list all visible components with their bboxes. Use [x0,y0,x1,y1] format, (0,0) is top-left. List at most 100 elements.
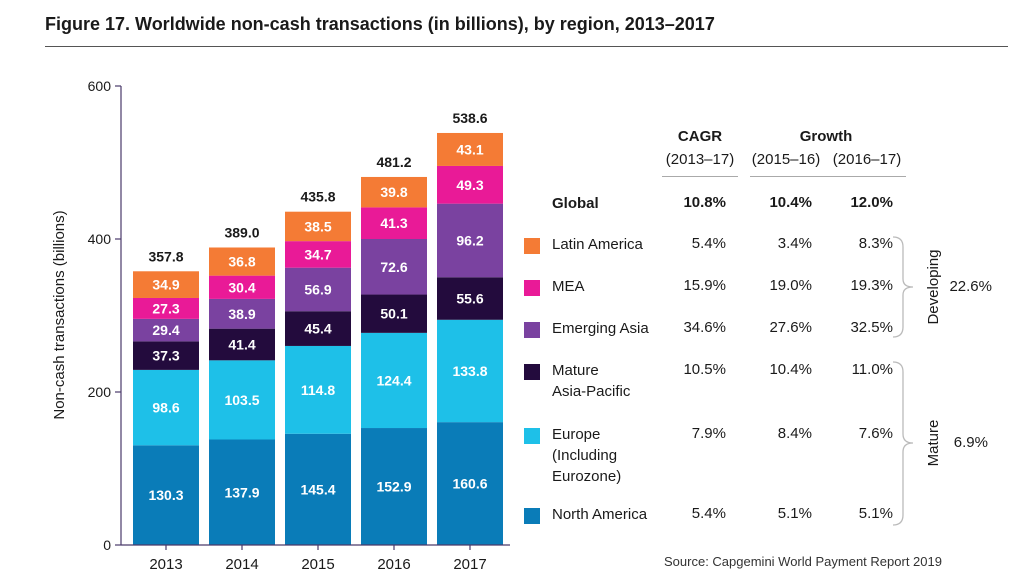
bar-segment [361,428,427,545]
bar-value-label: 34.7 [304,246,331,262]
row-g1-value: 3.4% [777,235,812,252]
bar-total-label: 389.0 [224,224,259,240]
cagr-period: (2013–17) [665,151,735,168]
bar-segment [285,267,351,312]
legend-swatch [524,280,540,296]
bar-value-label: 30.4 [228,279,255,295]
bar-value-label: 133.8 [452,363,487,379]
bars-group: 130.3 98.6 37.3 29.4 27.3 34.9 357.8 137.9 103.5… [133,110,503,545]
row-label: MEA [552,276,585,297]
bar-segment [285,241,351,268]
x-tick-label: 2013 [149,556,182,573]
row-label-line: Eurozone) [552,468,622,485]
row-g2-value: 19.3% [850,277,893,294]
developing-bracket [892,236,914,338]
bar-segment [209,247,275,276]
x-tick-label: 2015 [301,556,334,573]
row-g2-value: 32.5% [850,319,893,336]
bar-value-label: 38.9 [228,306,255,322]
row-label: Mature Asia-Pacific [552,360,630,402]
row-g1-value: 5.1% [777,505,812,522]
bar-value-label: 49.3 [456,177,483,193]
legend-swatch [524,364,540,380]
row-cagr-value: 5.4% [691,235,726,252]
row-label-line: Europe [552,426,601,443]
bar-segment [209,275,275,299]
bar-segment [209,328,275,361]
bar-value-label: 103.5 [224,392,259,408]
row-cagr-value: 7.9% [691,425,726,442]
bar-value-label: 152.9 [376,479,411,495]
row-g2-value: 7.6% [858,425,893,442]
bar-value-label: 72.6 [380,259,407,275]
bar-segment [285,211,351,242]
bar-segment [133,297,199,319]
legend-swatch [524,508,540,524]
y-tick-label: 600 [88,78,112,94]
row-label: Emerging Asia [552,318,649,339]
bar-value-label: 37.3 [152,348,179,364]
y-tick-label: 200 [88,384,112,400]
bar-value-label: 145.4 [300,481,335,497]
row-label-line: (Including [552,447,618,464]
row-label-line: Global [552,195,599,212]
bar-total-label: 357.8 [148,248,183,264]
row-label: Latin America [552,234,643,255]
bar-segment [361,239,427,295]
bar-segment [437,132,503,166]
bar-segment [285,433,351,545]
bar-segment [209,298,275,329]
cagr-header: CAGR [677,128,723,145]
x-tick-label: 2014 [225,556,258,573]
bar-value-label: 50.1 [380,306,407,322]
bar-segment [285,345,351,434]
developing-group-label: Developing [925,249,942,324]
row-label: Europe (Including Eurozone) [552,424,621,487]
developing-cagr: 22.6% [949,278,992,295]
row-cagr-value: 10.5% [683,361,726,378]
row-cagr-value: 34.6% [683,319,726,336]
bar-value-label: 114.8 [301,382,335,398]
bar-total-label: 538.6 [452,110,487,126]
row-label-line: MEA [552,278,585,295]
bar-segment [209,360,275,440]
bar-value-label: 160.6 [452,476,487,492]
legend-swatch [524,428,540,444]
figure-title: Figure 17. Worldwide non-cash transactio… [45,14,715,34]
growth-header: Growth [799,128,853,145]
growth-period-1: (2015–16) [751,151,821,168]
bar-value-label: 39.8 [380,184,407,200]
bar-segment [209,439,275,545]
growth-header-rule [750,176,906,177]
bar-value-label: 34.9 [152,277,179,293]
row-label-line: Mature [552,362,599,379]
y-axis-label: Non-cash transactions (billions) [51,210,68,419]
bar-value-label: 124.4 [376,372,411,388]
row-label-line: North America [552,506,648,523]
bar-value-label: 36.8 [228,254,255,270]
y-tick-label: 400 [88,231,112,247]
row-g2-value: 12.0% [850,194,893,211]
bar-value-label: 96.2 [456,232,483,248]
row-cagr-value: 15.9% [683,277,726,294]
bar-segment [285,311,351,346]
x-tick-label: 2017 [453,556,486,573]
row-g1-value: 19.0% [769,277,812,294]
bar-segment [133,369,199,446]
source-note: Source: Capgemini World Payment Report 2… [664,554,942,569]
title-divider [45,46,1008,47]
bar-value-label: 41.3 [380,215,407,231]
bar-value-label: 38.5 [304,218,331,234]
bar-value-label: 130.3 [148,487,183,503]
row-label: Global [552,193,599,214]
bar-segment [133,271,199,298]
bar-segment [133,445,199,545]
bar-segment [437,203,503,278]
mature-cagr: 6.9% [953,434,988,451]
row-g1-value: 8.4% [777,425,812,442]
bar-value-label: 29.4 [152,322,179,338]
bar-value-label: 45.4 [304,321,331,337]
bar-value-label: 43.1 [456,141,483,157]
